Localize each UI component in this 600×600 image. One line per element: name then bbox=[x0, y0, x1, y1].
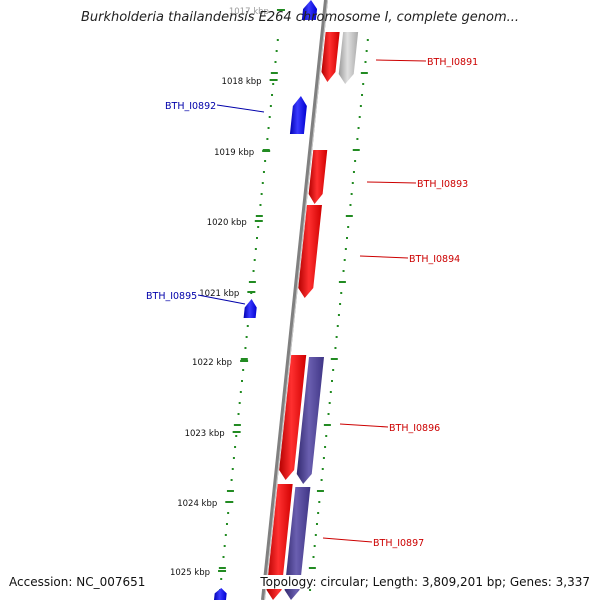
gene-label[interactable]: BTH_I0892 bbox=[165, 101, 216, 112]
gene-label-leader bbox=[197, 294, 246, 305]
gene-label[interactable]: BTH_I0891 bbox=[427, 57, 478, 68]
ruler-kbp-label: 1020 kbp bbox=[207, 218, 247, 228]
gene-feature[interactable] bbox=[284, 487, 311, 600]
gene-feature[interactable] bbox=[296, 357, 325, 484]
chromosome-backbone bbox=[261, 0, 328, 600]
gene-feature-bth_i0891[interactable] bbox=[321, 32, 340, 82]
gene-feature[interactable] bbox=[301, 0, 318, 20]
ruler-kbp-label: 1024 kbp bbox=[177, 499, 217, 509]
ruler-kbp-label: 1018 kbp bbox=[222, 77, 262, 87]
gene-label-leader bbox=[375, 59, 427, 62]
ruler-kbp-label: 1019 kbp bbox=[214, 148, 254, 158]
gene-label[interactable]: BTH_I0896 bbox=[389, 423, 440, 434]
gene-feature-bth_i0894[interactable] bbox=[298, 205, 322, 298]
gene-feature-bth_i0896[interactable] bbox=[279, 355, 307, 480]
backbone-line bbox=[261, 0, 328, 600]
gene-label[interactable]: BTH_I0893 bbox=[417, 179, 468, 190]
backbone-highlight bbox=[264, 0, 328, 600]
gene-feature-bth_i0893[interactable] bbox=[308, 150, 328, 204]
gene-labels: BTH_I0891 BTH_I0892 BTH_I0893 BTH_I0894 BTH_… bbox=[146, 57, 478, 549]
gene-feature-bth_i0897[interactable] bbox=[266, 484, 293, 600]
gene-label-leader bbox=[359, 255, 409, 259]
topology-info: Topology: circular; Length: 3,809,201 bp… bbox=[260, 575, 590, 589]
gene-feature-bth_i0895[interactable] bbox=[243, 299, 257, 318]
gene-feature[interactable] bbox=[338, 32, 359, 84]
gene-label[interactable]: BTH_I0894 bbox=[409, 254, 460, 265]
ruler-kbp-label: 1017 kbp bbox=[229, 7, 269, 17]
ruler-kbp-label: 1021 kbp bbox=[199, 289, 239, 299]
gene-features bbox=[214, 0, 359, 600]
accession-info: Accession: NC_007651 bbox=[9, 575, 146, 589]
gene-label-leader bbox=[216, 104, 265, 113]
gene-feature-bth_i0892[interactable] bbox=[289, 96, 307, 134]
ruler-kbp-label: 1023 kbp bbox=[185, 429, 225, 439]
map-title: Burkholderia thailandensis E264 chromoso… bbox=[80, 10, 520, 25]
gene-label-leader bbox=[339, 423, 389, 428]
ruler-kbp-label: 1025 kbp bbox=[170, 568, 210, 578]
ruler-kbp-label: 1022 kbp bbox=[192, 358, 232, 368]
gene-label-leader bbox=[366, 181, 417, 184]
gene-label[interactable]: BTH_I0895 bbox=[146, 291, 197, 302]
gene-label[interactable]: BTH_I0897 bbox=[373, 538, 424, 549]
ruler-ticks: 1017 kbp 1018 kbp 1019 kbp 1020 kbp 1021 kbp… bbox=[170, 7, 369, 591]
gene-label-leader bbox=[322, 537, 373, 543]
gene-feature[interactable] bbox=[214, 588, 227, 600]
